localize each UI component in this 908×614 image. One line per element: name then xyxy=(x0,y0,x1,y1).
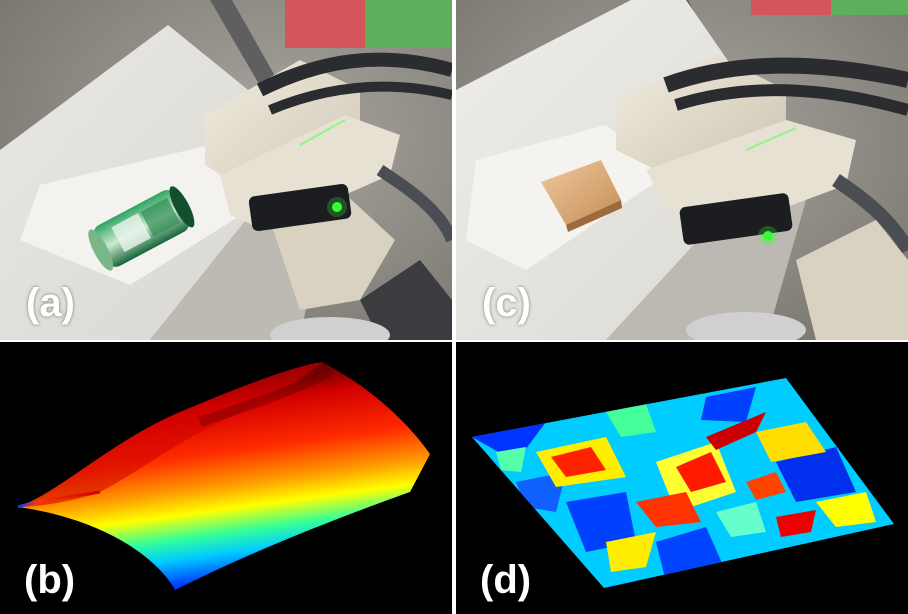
tea-can xyxy=(88,186,195,271)
panel-label-b: (b) xyxy=(24,558,76,602)
panel-label-d: (d) xyxy=(480,558,532,602)
photo-panel-c: (c) xyxy=(456,0,908,340)
photo-sensor-over-block xyxy=(456,0,908,340)
photo-panel-a: (a) xyxy=(0,0,452,340)
flat-surface-plot xyxy=(472,378,894,588)
wood-block xyxy=(541,160,622,232)
surface-plot-panel-d: (d) xyxy=(456,342,908,614)
panel-label-a: (a) xyxy=(26,281,75,325)
curved-surface-plot xyxy=(17,362,430,590)
surface-plot-panel-b: (b) xyxy=(0,342,452,614)
panel-label-c: (c) xyxy=(482,281,531,325)
photo-sensor-over-can xyxy=(0,0,452,340)
